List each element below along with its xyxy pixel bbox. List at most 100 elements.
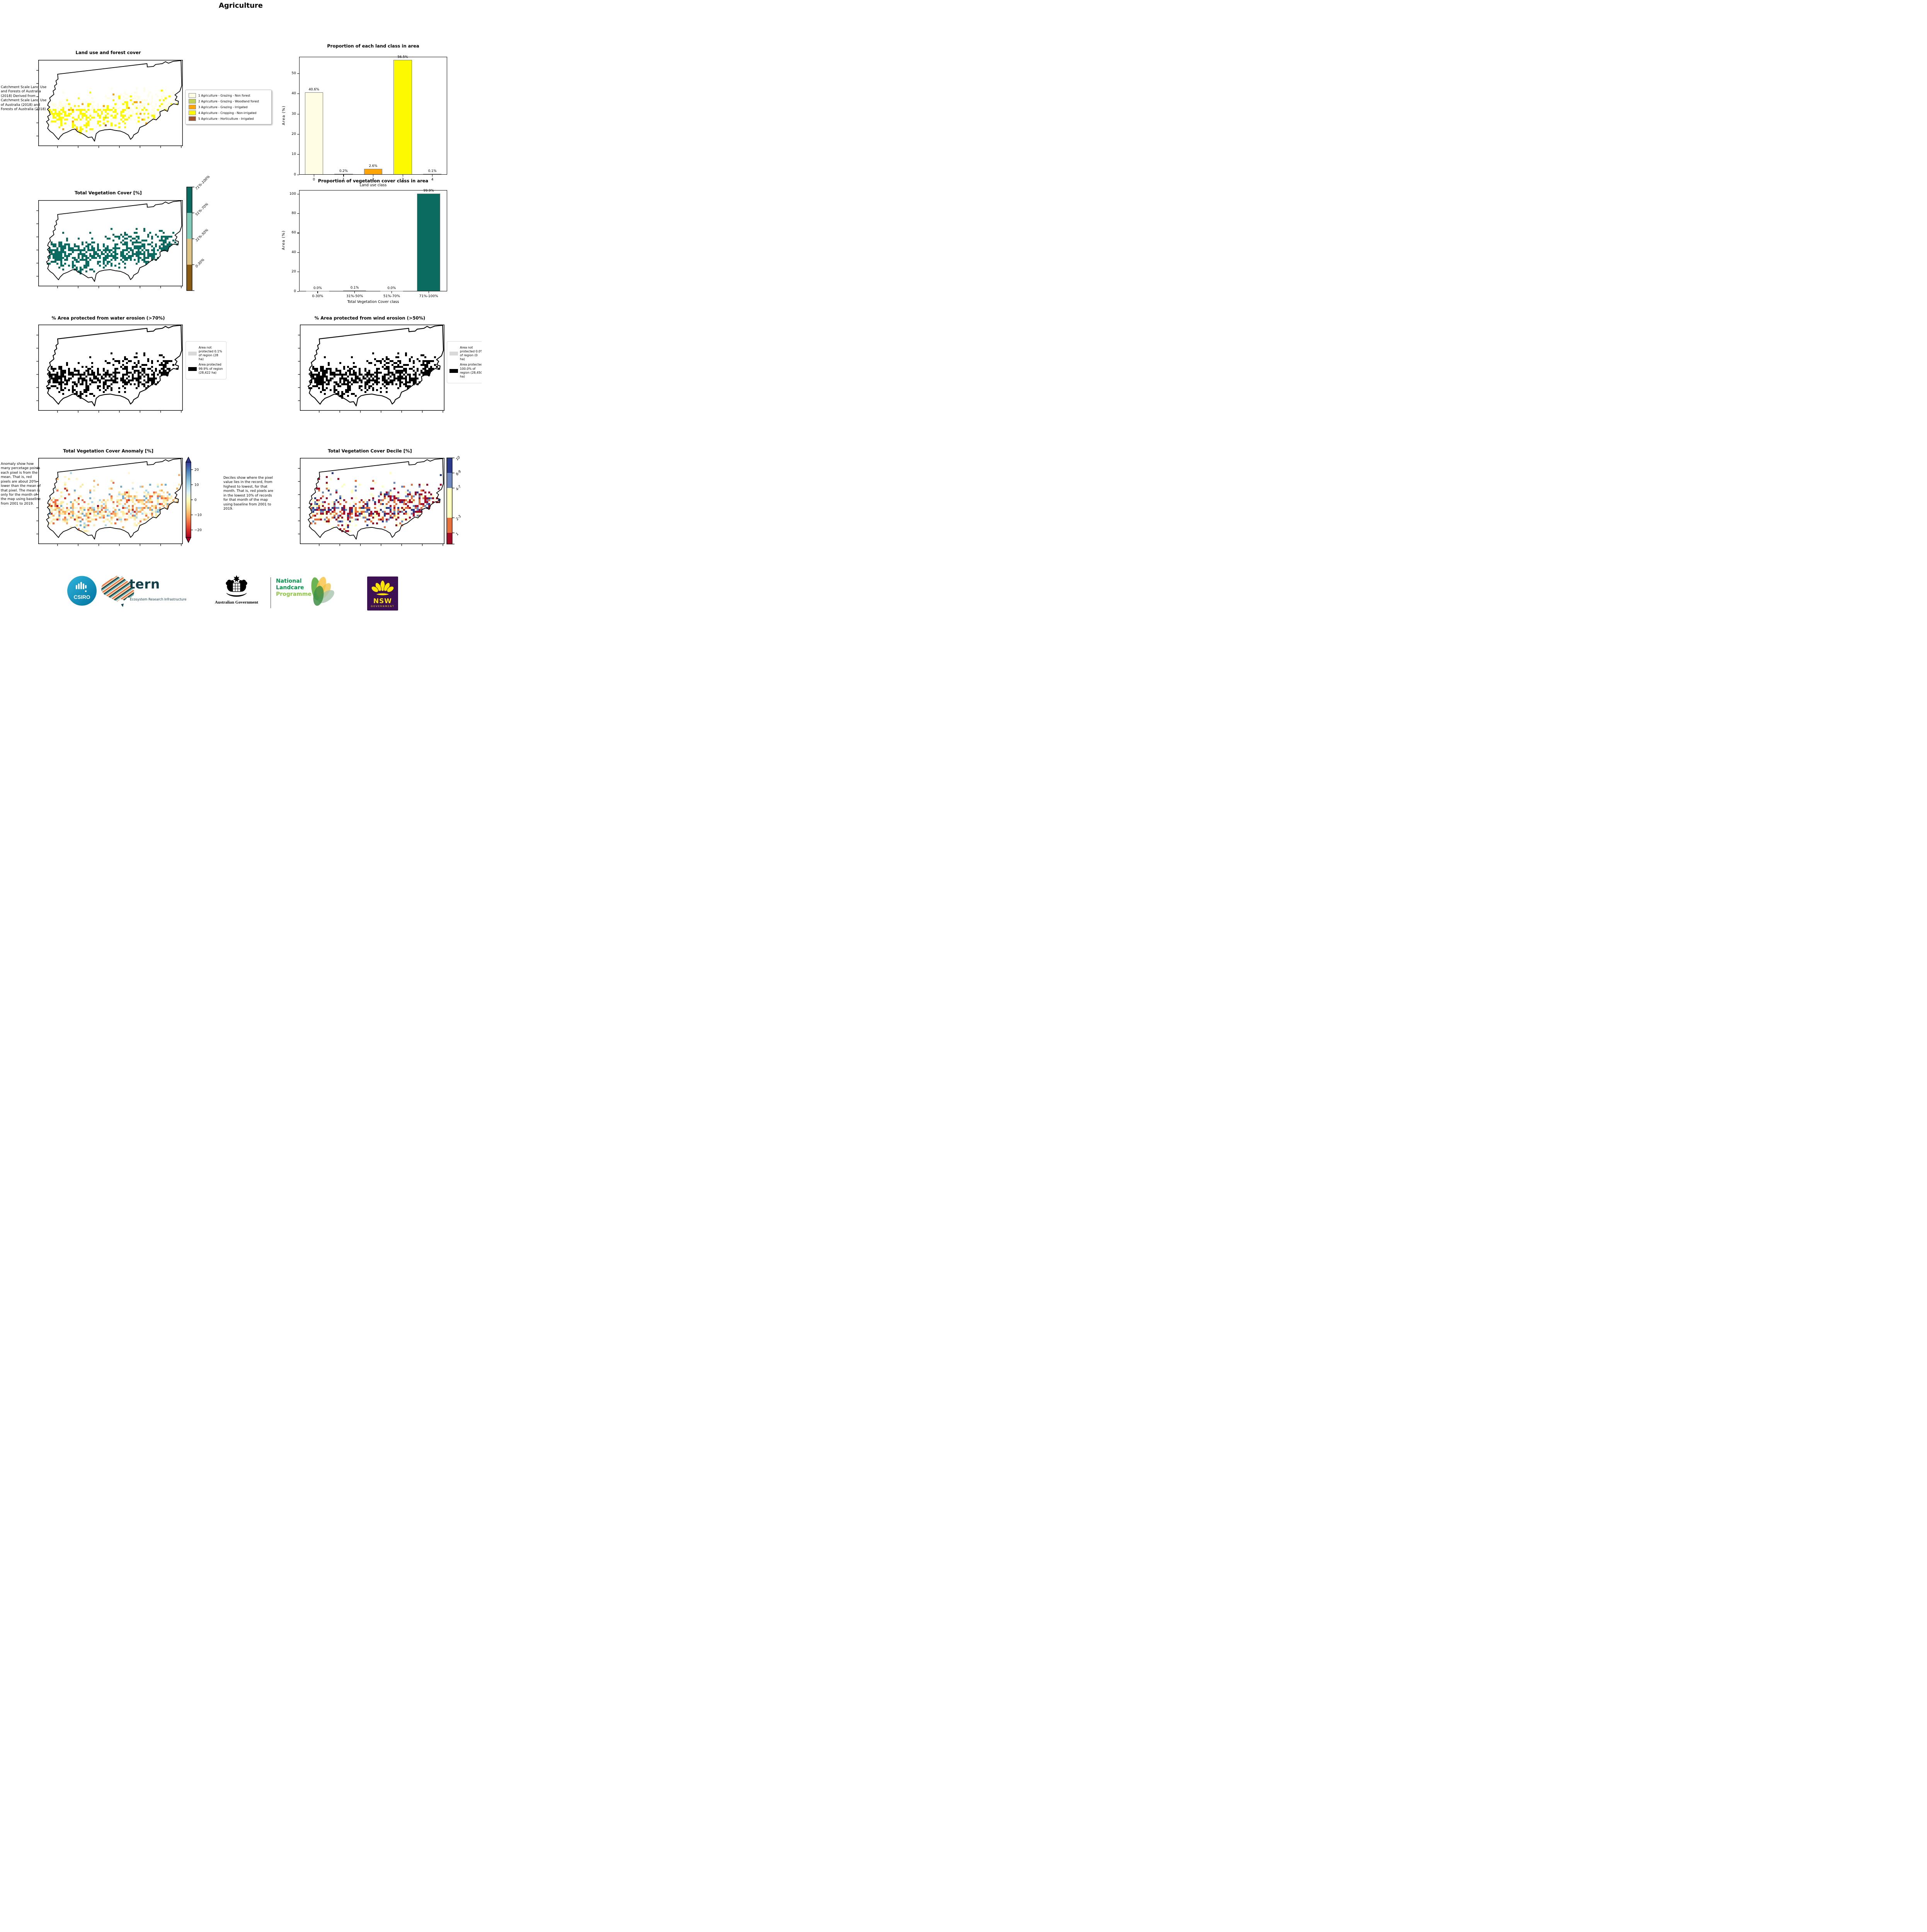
nsw-waratah-icon	[371, 580, 394, 596]
vegcover-colorbar: 71%-100% 51%-70% 31%-50% 0-30%	[186, 175, 211, 291]
anomaly-map-title: Total Vegetation Cover Anomaly [%]	[63, 448, 153, 454]
bar-value-label: 0.0%	[387, 286, 396, 290]
landuse-legend-item: 3 Agriculture - Grazing - Irrigated	[189, 105, 268, 109]
csiro-wordmark: CSIRO	[74, 594, 90, 600]
bar-value-label: 2.6%	[369, 164, 378, 168]
x-tick	[317, 291, 318, 293]
bar-value-label: 0.2%	[339, 169, 348, 173]
y-axis-label: Area (%)	[281, 230, 286, 250]
landuse-map	[36, 60, 183, 148]
bar-value-label: 56.5%	[397, 55, 408, 60]
y-tick-label: 40	[291, 250, 296, 254]
landuse-legend-swatch-icon	[189, 93, 196, 98]
landcare-line-3: Programme	[276, 591, 312, 598]
bar	[364, 169, 383, 174]
x-tick-label: 2	[372, 178, 375, 182]
x-tick-label: 0-30%	[312, 294, 323, 298]
water-legend-label: Area protected 99.9% of region (28,422 h…	[199, 363, 223, 374]
vegcover-colorbar-label: 51%-70%	[195, 202, 209, 217]
y-tick-label: 100	[289, 192, 296, 196]
water-legend-swatch-icon	[188, 367, 197, 371]
legend-item: Area protected 99.9% of region (28,422 h…	[188, 363, 224, 374]
y-axis-label: Area (%)	[281, 105, 286, 125]
x-tick-label: 71%-100%	[419, 294, 438, 298]
water-map	[36, 325, 183, 413]
x-tick-label: 3	[402, 178, 404, 182]
csiro-logo: CSIRO	[67, 576, 97, 606]
anomaly-colorbar-tick-label: −10	[194, 514, 202, 517]
csiro-circle-icon	[67, 576, 97, 606]
x-tick-label: 0	[313, 178, 315, 182]
landcare-leaf-icon	[311, 577, 334, 606]
wind-legend-label: Area not protected 0.0% of region (0 ha)	[460, 346, 482, 361]
landcare-line-2: Landcare	[276, 585, 304, 591]
nsw-wordmark: NSW	[373, 597, 392, 605]
tern-australia-icon	[101, 576, 134, 607]
bar-value-label: 0.0%	[313, 286, 322, 290]
tern-tagline: Ecosystem Research Infrastructure	[130, 597, 187, 601]
anomaly-colorbar-tick-label: −20	[194, 529, 202, 532]
landuse-map-title: Land use and forest cover	[75, 50, 141, 55]
nsw-sub-label: GOVERNMENT	[371, 605, 395, 608]
bar	[417, 194, 440, 291]
landuse-legend-label: 4 Agriculture - Cropping - Non-irrigated	[198, 111, 257, 115]
landuse-legend-item: 5 Agriculture - Horticulture - Irrigated	[189, 116, 268, 121]
decile-colorbar: 10 8-9 4-7 2-3 1	[446, 456, 462, 544]
bar-value-label: 40.6%	[308, 87, 319, 92]
x-axis-label: Land use class	[359, 183, 387, 187]
vegcover-map	[36, 200, 183, 288]
vegcover-map-title: Total Vegetation Cover [%]	[75, 190, 142, 196]
bar-value-label: 0.1%	[428, 169, 437, 173]
y-tick-label: 0	[294, 289, 296, 293]
chart-title: Proportion of vegetation cover class in …	[318, 178, 429, 184]
landuse-legend-label: 3 Agriculture - Grazing - Irrigated	[198, 105, 248, 109]
y-tick-label: 60	[291, 231, 296, 235]
landuse-legend-item: 1 Agriculture - Grazing - Non forest	[189, 93, 268, 98]
landuse-legend-label: 1 Agriculture - Grazing - Non forest	[198, 94, 250, 97]
x-tick-label: 51%-70%	[383, 294, 400, 298]
landuse-legend-label: 5 Agriculture - Horticulture - Irrigated	[198, 117, 254, 121]
decile-map-title: Total Vegetation Cover Decile [%]	[328, 448, 412, 454]
legend-item: Area protected 100.0% of region (28,450 …	[449, 363, 482, 378]
vegcover-colorbar-label: 71%-100%	[195, 175, 211, 191]
y-tick	[297, 73, 299, 74]
y-tick-label: 0	[294, 172, 296, 177]
y-tick-label: 40	[291, 92, 296, 96]
wind-legend-label: Area protected 100.0% of region (28,450 …	[460, 363, 482, 378]
y-tick-label: 20	[291, 132, 296, 136]
water-legend-label: Area not protected 0.1% of region (28 ha…	[199, 346, 222, 361]
australian-government-crest-icon	[226, 575, 247, 597]
anomaly-colorbar-tick-label: 0	[194, 498, 197, 502]
x-tick	[343, 175, 344, 177]
landuse-legend-swatch-icon	[189, 105, 196, 109]
water-legend-swatch-icon	[188, 352, 197, 356]
wind-map-title: % Area protected from wind erosion (>50%…	[314, 315, 426, 321]
landuse-legend-label: 2 Agriculture - Grazing - Woodland fores…	[198, 99, 259, 103]
decile-colorbar-label: 1	[455, 532, 460, 536]
bar-value-label: 0.1%	[350, 286, 359, 290]
legend-item: Area not protected 0.1% of region (28 ha…	[188, 346, 224, 361]
decile-colorbar-label: 10	[455, 456, 461, 461]
y-tick-label: 50	[291, 71, 296, 75]
x-tick	[354, 291, 355, 293]
landuse-map-caption: Catchment Scale Land Use and Forests of …	[1, 85, 47, 112]
anomaly-colorbar-tick-label: 10	[194, 483, 199, 487]
y-tick-label: 20	[291, 270, 296, 274]
anomaly-map	[36, 458, 183, 546]
landuse-legend-item: 2 Agriculture - Grazing - Woodland fores…	[189, 99, 268, 104]
wind-legend-swatch-icon	[449, 369, 458, 373]
bar	[393, 60, 412, 174]
x-tick-label: 31%-50%	[346, 294, 363, 298]
y-tick	[297, 291, 299, 292]
water-map-title: % Area protected from water erosion (>70…	[51, 315, 165, 321]
y-tick	[297, 213, 299, 214]
y-tick	[297, 252, 299, 253]
anomaly-colorbar: 20 10 0 −10 −20	[186, 457, 202, 543]
wind-legend: Area not protected 0.0% of region (0 ha)…	[447, 341, 482, 383]
x-tick-label: 4	[431, 178, 434, 182]
landuse-legend-swatch-icon	[189, 111, 196, 115]
anomaly-map-caption: Anomaly show how many percetage points e…	[1, 462, 41, 506]
landuse-legend-swatch-icon	[189, 116, 196, 121]
vegcover-colorbar-label: 0-30%	[195, 258, 206, 269]
bar	[305, 92, 323, 174]
